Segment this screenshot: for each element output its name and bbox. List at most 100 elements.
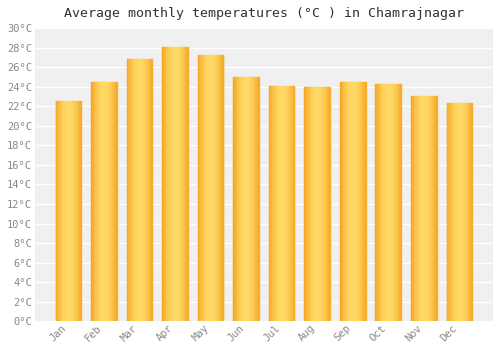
Bar (310, 87, 312, 321)
Bar (386, 84, 388, 321)
Bar (385, 84, 386, 321)
Bar (418, 96, 420, 321)
Bar (326, 87, 328, 321)
Bar (126, 60, 128, 321)
Bar (187, 47, 188, 321)
Bar (60, 102, 62, 321)
Bar (291, 86, 292, 321)
Bar (468, 103, 469, 321)
Bar (141, 60, 142, 321)
Bar (201, 55, 202, 321)
Bar (110, 82, 112, 321)
Bar (163, 47, 164, 321)
Bar (174, 47, 175, 321)
Bar (324, 87, 325, 321)
Bar (341, 82, 342, 321)
Bar (74, 102, 75, 321)
Bar (323, 87, 324, 321)
Bar (91, 82, 92, 321)
Bar (470, 103, 472, 321)
Bar (305, 87, 306, 321)
Bar (63, 102, 64, 321)
Bar (311, 87, 312, 321)
Bar (186, 47, 187, 321)
Bar (66, 102, 68, 321)
Bar (384, 84, 385, 321)
Bar (396, 84, 397, 321)
Bar (352, 82, 354, 321)
Bar (456, 103, 457, 321)
Bar (241, 77, 242, 321)
Bar (216, 55, 218, 321)
Bar (390, 84, 391, 321)
Bar (422, 96, 423, 321)
Bar (411, 96, 436, 321)
Bar (307, 87, 308, 321)
Bar (312, 87, 313, 321)
Bar (92, 82, 93, 321)
Bar (209, 55, 210, 321)
Bar (76, 102, 77, 321)
Bar (285, 86, 286, 321)
Bar (287, 86, 288, 321)
Bar (448, 103, 449, 321)
Bar (105, 82, 106, 321)
Bar (376, 84, 377, 321)
Bar (182, 47, 184, 321)
Bar (346, 82, 347, 321)
Bar (258, 77, 259, 321)
Bar (429, 96, 430, 321)
Bar (340, 82, 365, 321)
Bar (319, 87, 320, 321)
Bar (433, 96, 434, 321)
Bar (288, 86, 290, 321)
Title: Average monthly temperatures (°C ) in Chamrajnagar: Average monthly temperatures (°C ) in Ch… (64, 7, 464, 20)
Bar (178, 47, 180, 321)
Bar (235, 77, 236, 321)
Bar (452, 103, 454, 321)
Bar (198, 55, 224, 321)
Bar (58, 102, 59, 321)
Bar (461, 103, 462, 321)
Bar (244, 77, 246, 321)
Bar (59, 102, 60, 321)
Bar (176, 47, 178, 321)
Bar (395, 84, 396, 321)
Bar (360, 82, 362, 321)
Bar (207, 55, 208, 321)
Bar (464, 103, 466, 321)
Bar (257, 77, 258, 321)
Bar (394, 84, 395, 321)
Bar (460, 103, 461, 321)
Bar (418, 96, 419, 321)
Bar (108, 82, 109, 321)
Bar (364, 82, 366, 321)
Bar (317, 87, 318, 321)
Bar (106, 82, 108, 321)
Bar (304, 87, 330, 321)
Bar (112, 82, 114, 321)
Bar (70, 102, 71, 321)
Bar (345, 82, 346, 321)
Bar (172, 47, 174, 321)
Bar (219, 55, 220, 321)
Bar (247, 77, 248, 321)
Bar (245, 77, 246, 321)
Bar (272, 86, 273, 321)
Bar (342, 82, 344, 321)
Bar (250, 77, 252, 321)
Bar (350, 82, 351, 321)
Bar (292, 86, 293, 321)
Bar (143, 60, 144, 321)
Bar (93, 82, 94, 321)
Bar (69, 102, 70, 321)
Bar (65, 102, 66, 321)
Bar (280, 86, 281, 321)
Bar (110, 82, 111, 321)
Bar (148, 60, 149, 321)
Bar (215, 55, 216, 321)
Bar (457, 103, 458, 321)
Bar (354, 82, 356, 321)
Bar (467, 103, 468, 321)
Bar (446, 103, 472, 321)
